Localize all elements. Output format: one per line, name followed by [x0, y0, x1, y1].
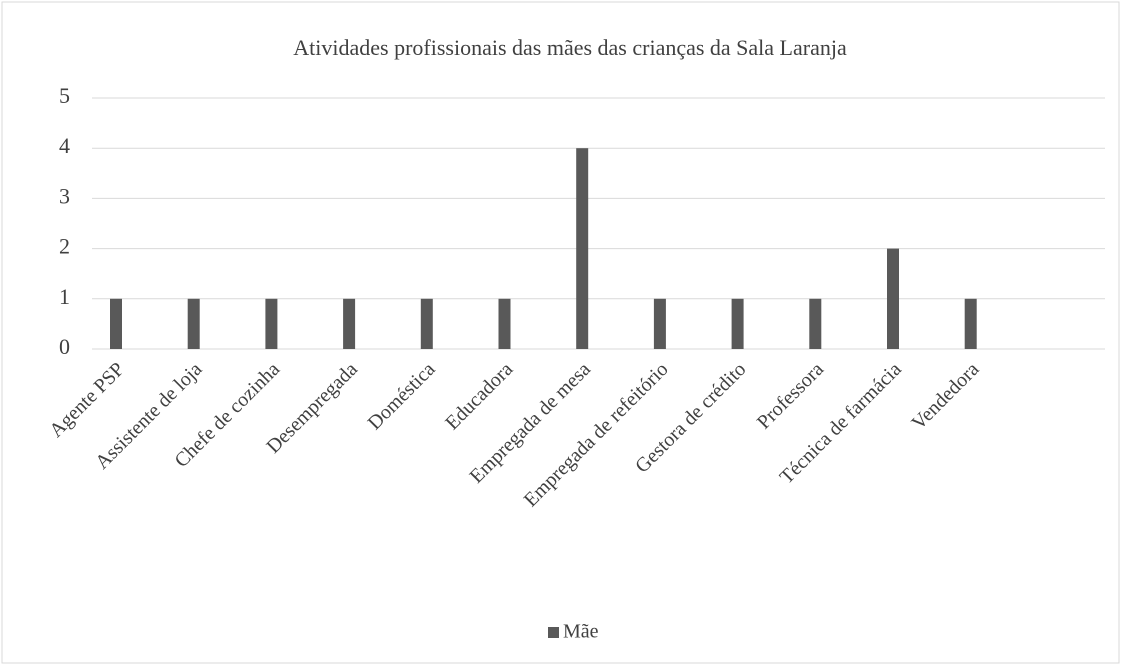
- bar: [498, 298, 511, 349]
- bar: [731, 298, 744, 349]
- bar: [420, 298, 433, 349]
- bar: [187, 298, 200, 349]
- y-tick-label: 0: [59, 334, 70, 359]
- bar: [887, 248, 899, 349]
- chart-title: Atividades profissionais das mães das cr…: [293, 35, 847, 60]
- y-tick-label: 1: [59, 284, 70, 309]
- legend-swatch: [548, 627, 559, 638]
- bar: [343, 298, 356, 349]
- bar: [576, 148, 589, 349]
- legend-label: Mãe: [563, 621, 599, 643]
- bar: [964, 298, 977, 349]
- y-tick-label: 5: [59, 83, 70, 108]
- y-tick-label: 2: [59, 234, 70, 259]
- bar: [110, 298, 122, 349]
- bar: [265, 298, 278, 349]
- y-tick-label: 4: [59, 133, 70, 158]
- y-tick-label: 3: [59, 183, 70, 208]
- bar: [653, 298, 666, 349]
- bar: [809, 298, 822, 349]
